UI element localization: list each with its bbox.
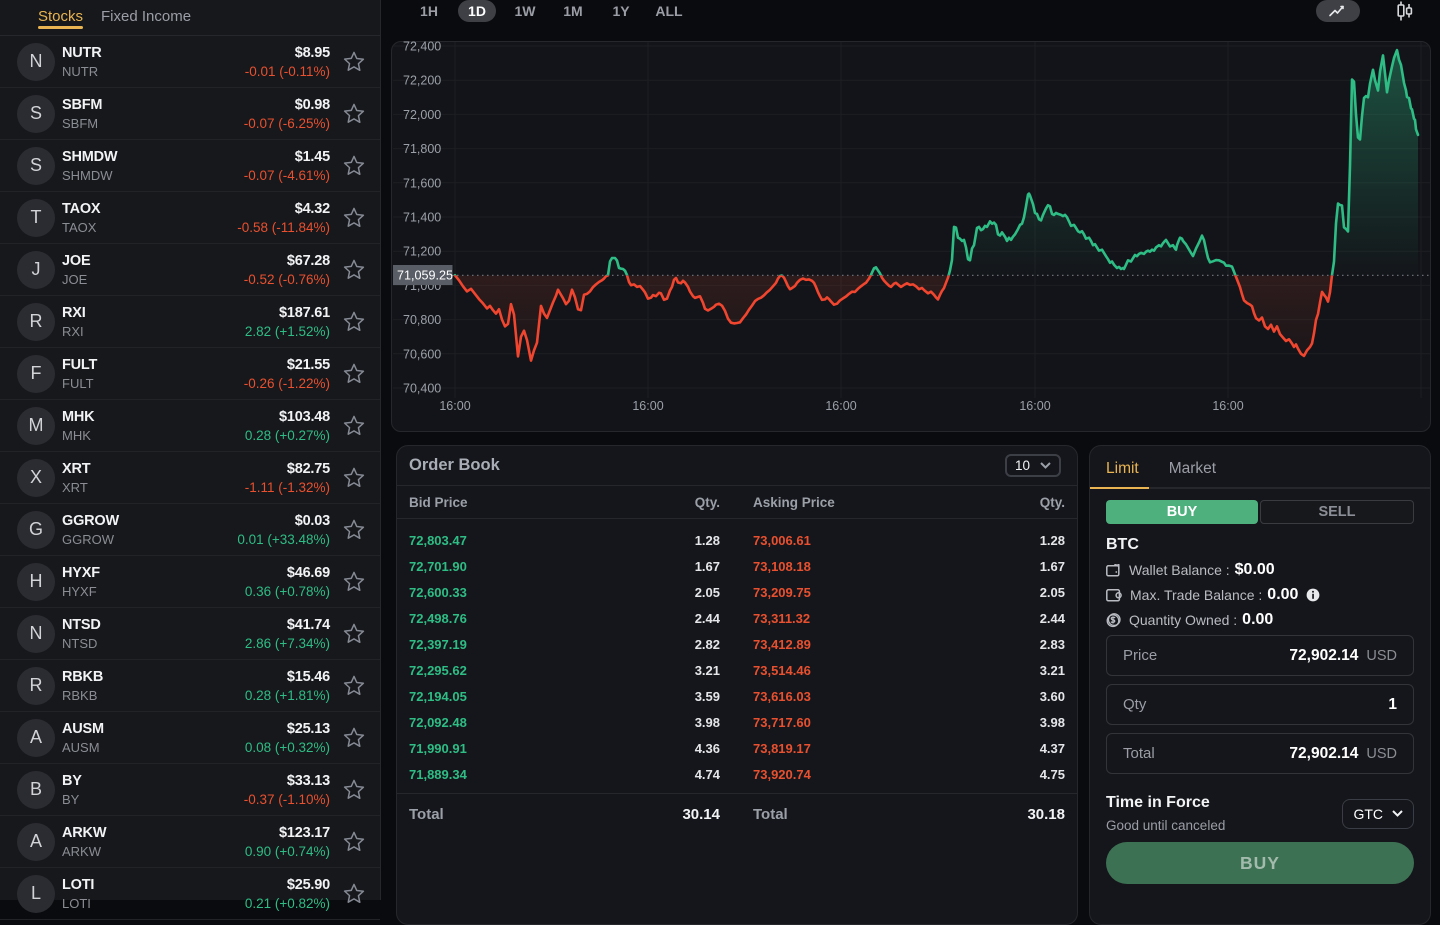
svg-text:71,059.25: 71,059.25 [397, 269, 453, 283]
svg-text:16:00: 16:00 [1212, 399, 1243, 413]
svg-text:16:00: 16:00 [632, 399, 663, 413]
svg-text:71,400: 71,400 [403, 211, 441, 225]
svg-text:71,600: 71,600 [403, 176, 441, 190]
svg-text:72,400: 72,400 [403, 40, 441, 54]
svg-text:16:00: 16:00 [439, 399, 470, 413]
svg-text:70,800: 70,800 [403, 313, 441, 327]
svg-text:72,200: 72,200 [403, 74, 441, 88]
svg-text:70,400: 70,400 [403, 382, 441, 396]
svg-text:70,600: 70,600 [403, 347, 441, 361]
svg-text:71,200: 71,200 [403, 245, 441, 259]
svg-text:71,800: 71,800 [403, 142, 441, 156]
svg-text:16:00: 16:00 [825, 399, 856, 413]
svg-text:16:00: 16:00 [1019, 399, 1050, 413]
svg-text:72,000: 72,000 [403, 108, 441, 122]
